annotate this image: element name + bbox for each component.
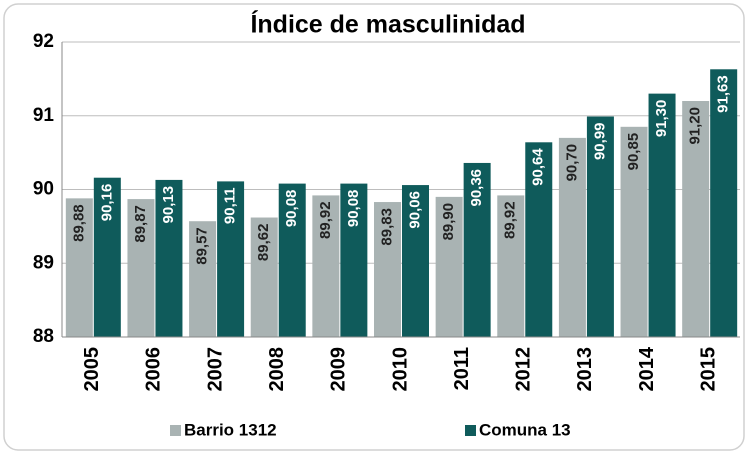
value-label: 90,08: [345, 190, 362, 228]
bar: [127, 199, 155, 337]
x-tick-label: 2010: [389, 347, 411, 392]
value-label: 90,13: [160, 186, 177, 224]
value-label: 89,92: [502, 201, 519, 239]
legend-swatch: [170, 425, 181, 436]
bar: [374, 202, 401, 337]
x-tick-label: 2011: [451, 347, 473, 390]
x-tick-label: 2007: [204, 347, 226, 392]
x-tick-label: 2009: [328, 347, 350, 392]
y-tick-label: 90: [33, 179, 54, 200]
bar: [525, 142, 553, 337]
value-label: 90,36: [468, 169, 485, 207]
legend-label: Comuna 13: [479, 420, 571, 439]
bar: [497, 195, 525, 337]
value-label: 89,88: [70, 204, 87, 242]
bar: [155, 179, 183, 337]
value-label: 90,06: [406, 191, 423, 229]
value-label: 91,30: [653, 100, 670, 138]
value-label: 89,90: [440, 203, 457, 241]
bar: [648, 93, 676, 337]
x-tick-label: 2015: [697, 347, 719, 392]
bar: [189, 221, 217, 337]
bar: [312, 195, 340, 337]
value-label: 91,63: [715, 75, 732, 113]
y-tick-label: 92: [33, 31, 54, 52]
value-label: 90,08: [283, 190, 300, 228]
bar: [710, 69, 738, 337]
bar: [435, 196, 463, 337]
chart-title: Índice de masculinidad: [250, 10, 525, 39]
bar: [340, 183, 368, 337]
bar: [65, 198, 93, 337]
bar: [402, 185, 429, 337]
x-tick-label: 2006: [143, 347, 165, 392]
value-label: 90,70: [563, 144, 580, 182]
value-label: 91,20: [687, 107, 704, 145]
bar: [250, 217, 278, 337]
bar: [620, 126, 648, 337]
value-label: 90,16: [98, 184, 115, 222]
legend-label: Barrio 1312: [184, 420, 277, 439]
value-label: 89,57: [194, 227, 211, 265]
y-tick-label: 91: [33, 105, 55, 126]
value-label: 90,64: [530, 148, 547, 186]
x-tick-label: 2005: [81, 347, 103, 392]
y-tick-label: 88: [33, 326, 54, 347]
bar: [93, 177, 121, 337]
legend-swatch: [465, 425, 476, 436]
value-label: 89,62: [255, 224, 272, 262]
value-label: 90,99: [591, 122, 608, 160]
value-label: 90,85: [625, 133, 642, 171]
bar: [217, 181, 245, 337]
bar: [558, 137, 586, 337]
y-tick-label: 89: [33, 252, 54, 273]
bar: [463, 162, 491, 337]
value-label: 89,92: [317, 201, 334, 239]
x-tick-label: 2013: [574, 347, 596, 392]
x-tick-label: 2014: [636, 346, 658, 391]
x-tick-label: 2008: [266, 347, 288, 392]
value-label: 90,11: [222, 187, 239, 224]
bar: [278, 183, 306, 337]
value-label: 89,83: [378, 208, 395, 246]
bar: [586, 116, 614, 337]
x-tick-label: 2012: [513, 347, 535, 392]
value-label: 89,87: [132, 205, 149, 243]
bar: [682, 101, 710, 337]
